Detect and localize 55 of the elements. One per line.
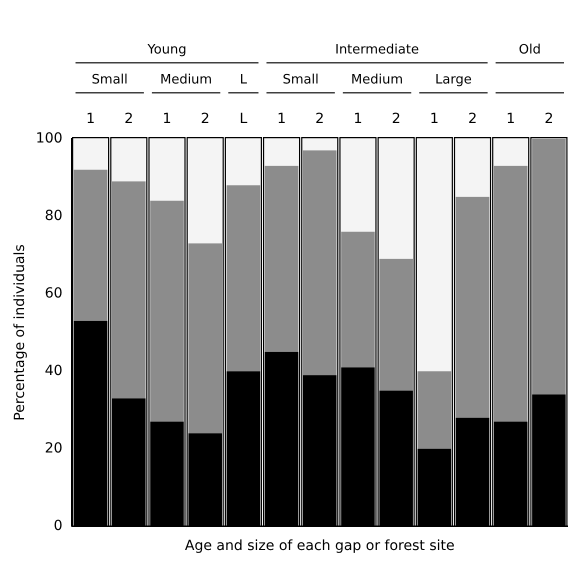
x-axis-title: Age and size of each gap or forest site bbox=[184, 538, 455, 554]
text: Intermediate bbox=[335, 42, 419, 58]
bar bbox=[112, 181, 146, 398]
text: Large bbox=[435, 72, 472, 88]
y-tick-label: 20 bbox=[44, 440, 63, 456]
bar bbox=[150, 200, 184, 422]
y-tick-label: 100 bbox=[36, 130, 63, 146]
x-tick-label: 1 bbox=[506, 111, 516, 128]
bar bbox=[226, 138, 260, 186]
bar bbox=[456, 196, 490, 418]
bar bbox=[494, 138, 528, 166]
y-axis-title: Percentage of individuals bbox=[12, 244, 28, 421]
x-tick-label: 1 bbox=[277, 111, 286, 128]
x-tick-label: 2 bbox=[392, 111, 401, 128]
bar bbox=[264, 138, 298, 166]
bar bbox=[188, 243, 222, 434]
bar bbox=[264, 166, 298, 352]
text: Old bbox=[518, 42, 541, 58]
text: Small bbox=[282, 72, 319, 88]
text: Medium bbox=[160, 72, 212, 88]
bar bbox=[302, 150, 337, 376]
text: L bbox=[240, 72, 248, 88]
x-tick-label: 1 bbox=[430, 111, 439, 128]
x-tick-label: 2 bbox=[200, 111, 210, 128]
y-tick-label: 0 bbox=[54, 518, 63, 534]
bar bbox=[418, 138, 452, 372]
bar bbox=[379, 258, 413, 391]
y-tick-label: 80 bbox=[44, 208, 63, 224]
x-tick-label: 2 bbox=[315, 111, 324, 128]
x-tick-label: 1 bbox=[353, 111, 362, 128]
bar bbox=[456, 138, 490, 197]
y-tick-label: 40 bbox=[44, 362, 63, 379]
bar bbox=[302, 138, 337, 150]
bar bbox=[379, 138, 413, 259]
bar bbox=[150, 138, 184, 201]
text: Medium bbox=[351, 72, 404, 88]
y-tick-label: 60 bbox=[44, 285, 63, 302]
x-tick-label: 2 bbox=[124, 111, 134, 128]
text: Small bbox=[92, 72, 128, 88]
x-tick-label: 2 bbox=[468, 111, 477, 128]
bar bbox=[341, 232, 375, 368]
bar bbox=[418, 371, 452, 449]
bar bbox=[112, 138, 146, 182]
text: Young bbox=[146, 42, 186, 58]
x-tick-label: 2 bbox=[544, 111, 554, 128]
bar bbox=[494, 166, 528, 422]
bar bbox=[532, 138, 566, 394]
bar bbox=[74, 170, 108, 321]
bar bbox=[74, 138, 108, 170]
x-tick-label: L bbox=[239, 111, 248, 128]
bar bbox=[188, 138, 222, 244]
x-tick-label: 1 bbox=[86, 111, 96, 128]
x-tick-label: 1 bbox=[162, 111, 172, 128]
bar bbox=[341, 138, 375, 232]
bar bbox=[226, 185, 260, 372]
